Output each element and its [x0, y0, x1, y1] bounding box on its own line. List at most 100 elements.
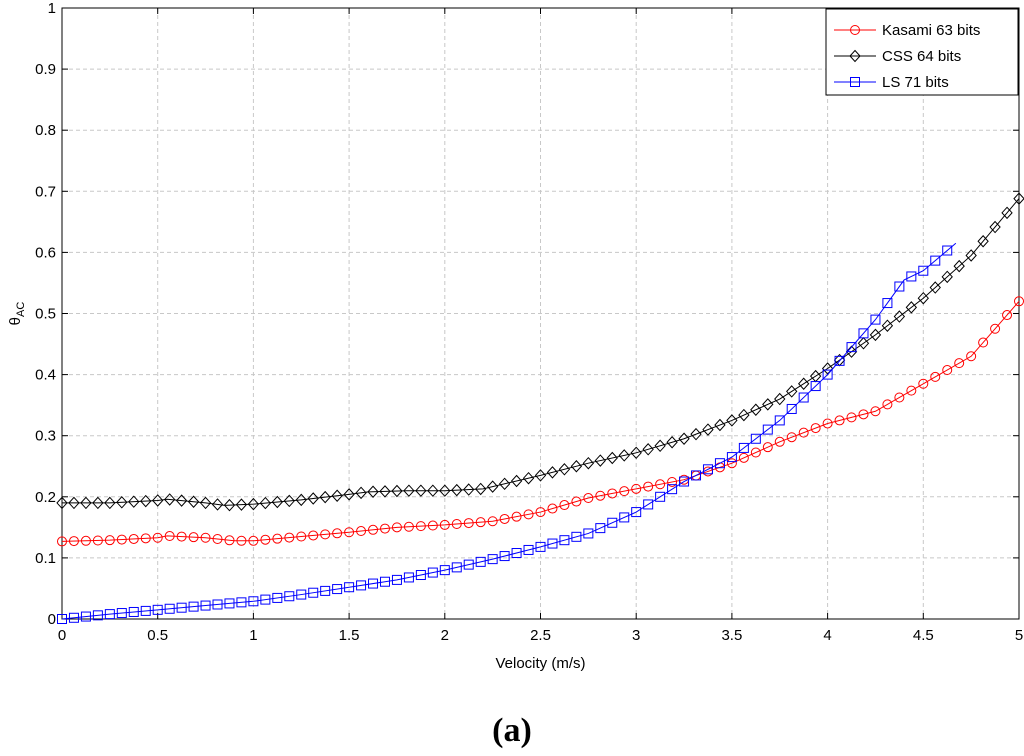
data-point: [822, 369, 833, 380]
series-line: [61, 242, 957, 620]
y-tick-label: 0.3: [35, 428, 56, 445]
data-point: [487, 554, 498, 565]
y-tick-label: 0.2: [35, 489, 56, 506]
data-point: [511, 548, 522, 559]
data-point: [379, 523, 390, 534]
data-point: [176, 531, 187, 542]
data-point: [212, 534, 223, 545]
data-point: [187, 495, 200, 509]
data-point: [344, 582, 355, 593]
data-point: [978, 337, 989, 348]
data-point: [224, 535, 235, 546]
data-point: [869, 328, 882, 342]
data-point: [92, 535, 103, 546]
data-point: [798, 392, 809, 403]
data-point: [68, 612, 79, 623]
data-point: [774, 436, 785, 447]
data-point: [786, 432, 797, 443]
data-point: [535, 507, 546, 518]
data-point: [475, 482, 487, 496]
data-point: [236, 597, 247, 608]
data-point: [68, 496, 80, 510]
data-point: [260, 594, 271, 605]
data-point: [308, 530, 319, 541]
data-point: [797, 377, 810, 391]
data-point: [547, 538, 558, 549]
data-point: [463, 559, 474, 570]
x-tick-label: 1: [249, 627, 257, 644]
data-point: [344, 527, 355, 538]
data-point: [822, 418, 833, 429]
data-point: [176, 602, 187, 613]
data-point: [211, 498, 224, 511]
data-point: [367, 485, 379, 499]
data-point: [427, 520, 438, 531]
data-point: [523, 544, 534, 555]
data-point: [941, 270, 953, 284]
data-point: [726, 458, 737, 469]
data-point: [954, 358, 965, 369]
data-point: [834, 415, 845, 426]
data-point: [894, 392, 905, 403]
data-point: [857, 337, 870, 350]
data-point: [427, 567, 438, 578]
data-point: [881, 319, 894, 332]
data-point: [152, 494, 164, 507]
series-2: [56, 192, 1024, 512]
series-3: [57, 242, 957, 624]
data-point: [906, 271, 917, 282]
data-point: [486, 480, 499, 493]
data-point: [905, 301, 918, 314]
data-point: [786, 385, 798, 398]
data-point: [188, 532, 199, 543]
data-point: [894, 281, 905, 292]
data-point: [942, 245, 953, 256]
data-point: [583, 528, 594, 539]
y-tick-label: 0: [48, 611, 56, 628]
data-point: [631, 507, 642, 518]
data-point: [690, 427, 702, 441]
data-point: [667, 476, 678, 487]
data-point: [642, 443, 654, 456]
data-point: [499, 551, 510, 562]
data-point: [248, 535, 259, 546]
legend-entry: LS 71 bits: [882, 74, 949, 91]
data-point: [439, 565, 450, 576]
data-point: [152, 532, 163, 543]
data-point: [319, 490, 331, 504]
x-tick-label: 0: [58, 627, 66, 644]
data-point: [882, 399, 893, 410]
data-point: [607, 488, 618, 499]
data-point: [116, 534, 127, 545]
data-point: [332, 584, 343, 595]
x-tick-label: 3.5: [721, 627, 742, 644]
data-point: [379, 485, 391, 498]
data-point: [738, 452, 749, 463]
data-point: [331, 489, 343, 502]
data-point: [92, 610, 103, 621]
data-point: [427, 484, 439, 497]
x-tick-label: 4: [823, 627, 831, 644]
data-point: [463, 518, 474, 529]
x-tick-label: 0.5: [147, 627, 168, 644]
data-point: [498, 477, 511, 491]
data-point: [80, 535, 91, 546]
data-point: [1002, 310, 1013, 321]
data-point: [762, 442, 773, 453]
data-series: [56, 192, 1024, 624]
y-axis-label-subscript: AC: [15, 302, 27, 317]
data-point: [57, 536, 67, 547]
data-point: [726, 414, 738, 427]
data-point: [403, 572, 414, 583]
data-point: [906, 385, 917, 396]
data-point: [607, 517, 618, 528]
y-tick-label: 0.5: [35, 306, 56, 323]
data-point: [152, 604, 163, 615]
data-point: [451, 518, 462, 529]
data-point: [643, 499, 654, 510]
data-point: [248, 596, 259, 607]
data-point: [918, 378, 929, 389]
data-point: [667, 484, 678, 495]
data-point: [379, 576, 390, 587]
data-point: [296, 589, 307, 600]
